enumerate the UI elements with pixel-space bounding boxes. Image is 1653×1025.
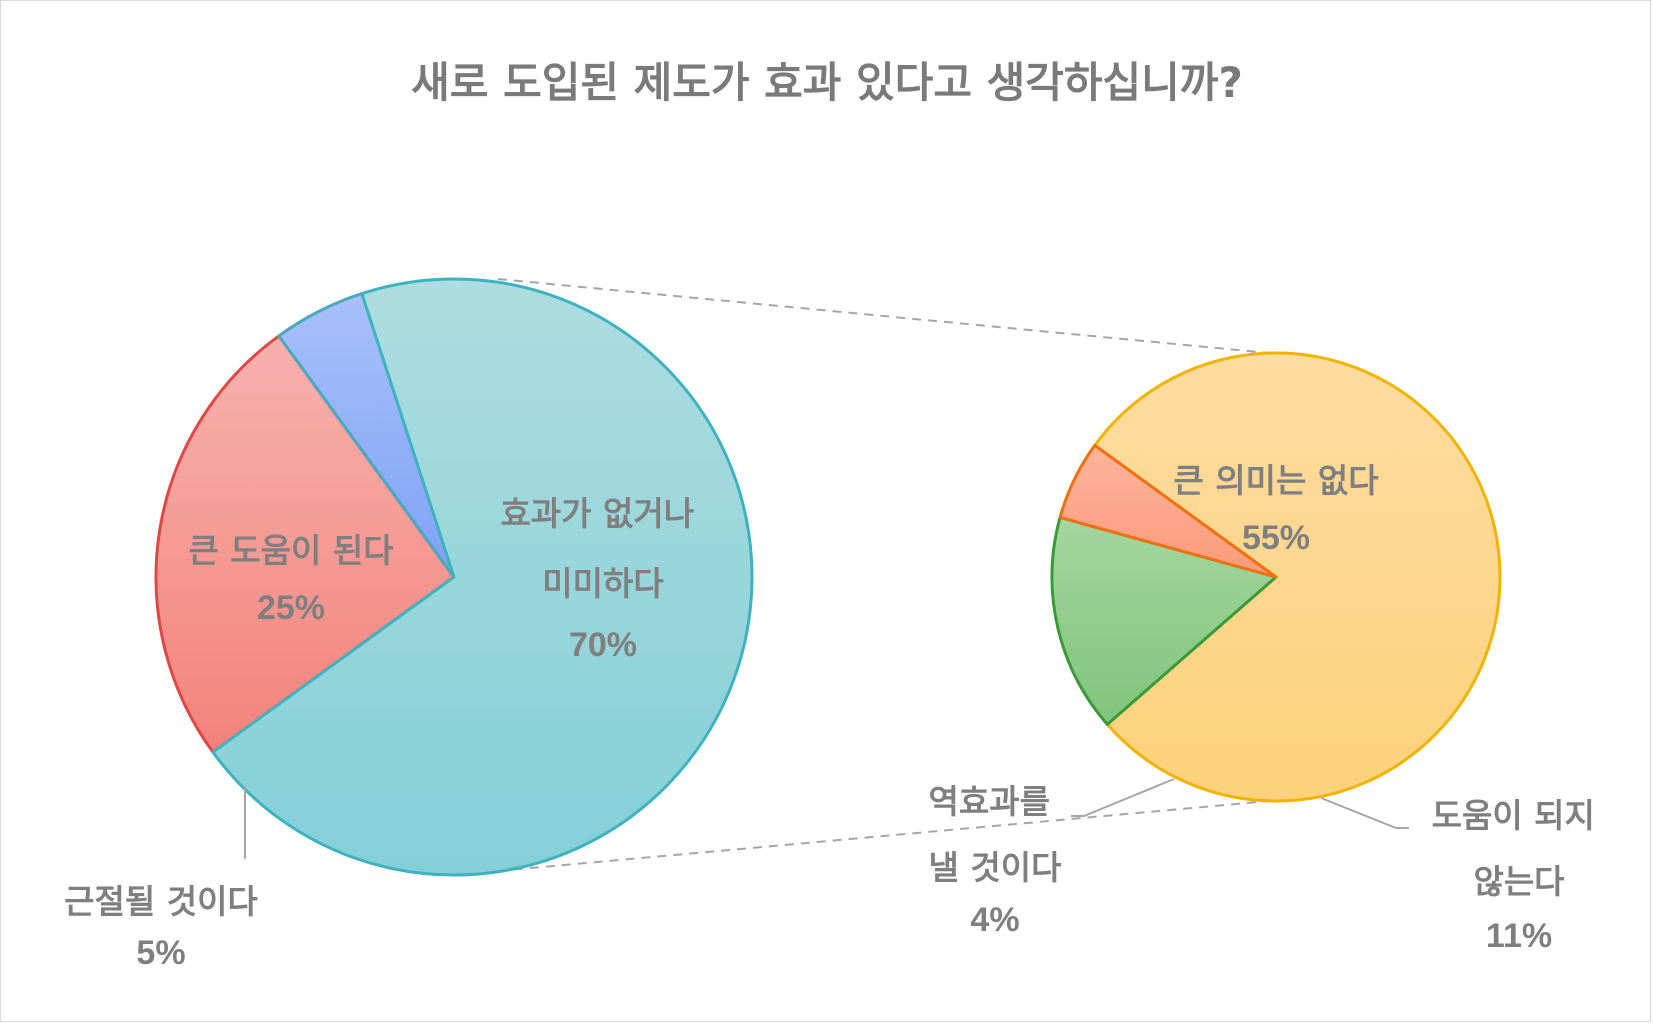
slice-label-no-meaning: 큰 의미는 없다 (1173, 461, 1379, 500)
leader-line-adverse (1071, 778, 1175, 817)
slice-label-eradicate: 근절될 것이다 (64, 882, 258, 921)
leader-line-no-help (1320, 797, 1409, 829)
slice-label-big-help: 큰 도움이 된다 (188, 531, 394, 570)
chart-title: 새로 도입된 제도가 효과 있다고 생각하십니까? (411, 58, 1243, 107)
slice-label-minimal: 효과가 없거나 미미하다 (500, 494, 705, 603)
connector-line-bottom (497, 800, 1270, 872)
breakdown-pie-slice-no-help[interactable] (1050, 515, 1278, 726)
slice-label-no-help: 도움이 되지 않는다 (1432, 796, 1607, 901)
slice-value-big-help: 25% (257, 589, 325, 627)
slice-value-no-help: 11% (1486, 917, 1552, 955)
slice-label-adverse: 역효과를 낼 것이다 (929, 782, 1063, 887)
breakdown-pie-slice-no-meaning[interactable] (1093, 351, 1502, 803)
slice-value-adverse: 4% (970, 901, 1019, 939)
main-pie-slice-big-help[interactable] (154, 334, 456, 754)
slice-value-minimal: 70% (569, 626, 637, 664)
main-pie-slice-minimal[interactable] (211, 277, 754, 877)
breakdown-pie-slice-adverse[interactable] (1058, 443, 1278, 579)
slice-value-eradicate: 5% (136, 934, 185, 972)
slice-value-no-meaning: 55% (1242, 519, 1310, 557)
connector-line-top (497, 278, 1270, 354)
